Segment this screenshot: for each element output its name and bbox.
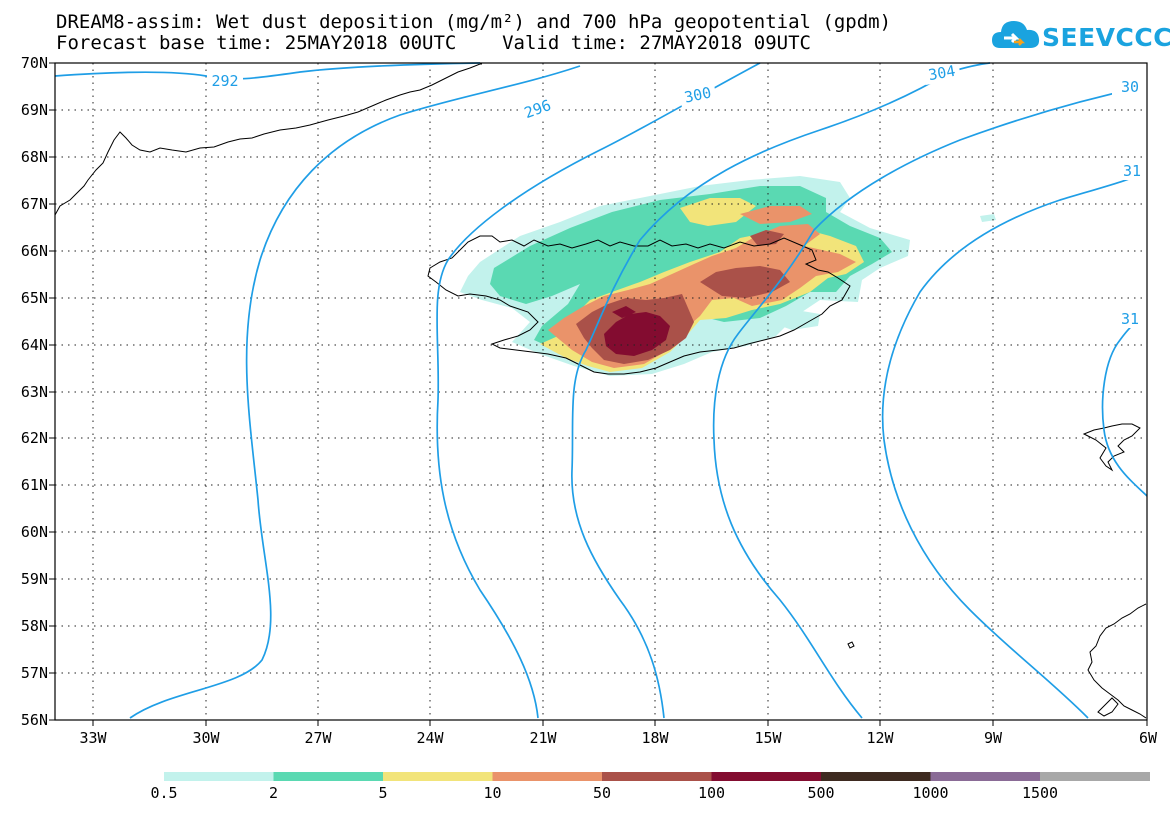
- contour-300b: [571, 62, 991, 719]
- colorbar-label: 500: [807, 784, 835, 802]
- map-title-line2: Forecast base time: 25MAY2018 00UTC Vali…: [56, 32, 811, 54]
- lon-label: 18W: [641, 729, 669, 747]
- lat-label: 56N: [20, 711, 48, 729]
- iceland-coast: [427, 235, 851, 375]
- colorbar-label: 5: [378, 784, 388, 802]
- colorbar-label: 100: [697, 784, 726, 802]
- contour-296: [129, 65, 581, 719]
- colorbar-label: 2: [268, 784, 279, 802]
- contour-label: 300: [683, 83, 713, 106]
- colorbar-label: 10: [483, 784, 502, 802]
- seevccc-logo: SEEVCCC: [990, 14, 1172, 58]
- lon-label: 33W: [79, 729, 107, 747]
- colorbar-segment: [602, 772, 712, 781]
- map-frame: [54, 62, 1148, 721]
- contour-label: 31: [1121, 310, 1139, 328]
- deposition-area: [604, 306, 670, 356]
- contour-308: [881, 171, 1148, 719]
- contour-292: [54, 62, 481, 80]
- lat-label: 70N: [20, 54, 48, 72]
- lat-label: 63N: [20, 383, 48, 401]
- lon-label: 30W: [192, 729, 220, 747]
- hebrides-coast: [847, 641, 1119, 717]
- geopotential-contours: [54, 62, 1148, 719]
- colorbar-label: 1000: [912, 784, 949, 802]
- lon-label: 27W: [304, 729, 332, 747]
- contour-300: [436, 62, 761, 719]
- deposition-area: [770, 214, 996, 330]
- faroe-islands-coast: [1082, 423, 1141, 472]
- contour-label: 304: [927, 62, 957, 84]
- colorbar-segment: [164, 772, 274, 781]
- lon-label: 24W: [416, 729, 444, 747]
- coastlines: [54, 63, 1147, 719]
- lon-label: 15W: [754, 729, 782, 747]
- lat-label: 61N: [20, 476, 48, 494]
- contour-label: 31: [1123, 162, 1141, 180]
- colorbar-segment: [492, 772, 603, 781]
- lon-label: 6W: [1138, 729, 1158, 747]
- colorbar-label: 1500: [1021, 784, 1059, 802]
- lat-label: 67N: [20, 195, 48, 213]
- lon-label: 12W: [866, 729, 894, 747]
- lat-label: 68N: [20, 148, 48, 166]
- colorbar-segment: [930, 772, 1041, 781]
- contour-label: 292: [211, 72, 238, 90]
- cloud-icon: [992, 21, 1040, 48]
- map-title-line1: DREAM8-assim: Wet dust deposition (mg/m²…: [56, 11, 892, 33]
- lat-label: 64N: [20, 336, 48, 354]
- colorbar-segment: [711, 772, 822, 781]
- contour-304: [712, 85, 1148, 719]
- colorbar-segment: [273, 772, 384, 781]
- lat-label: 57N: [20, 664, 48, 682]
- colorbar-segment: [383, 772, 493, 781]
- lat-label: 69N: [20, 101, 48, 119]
- colorbar-label: 0.5: [150, 784, 178, 802]
- lat-label: 58N: [20, 617, 48, 635]
- lat-label: 66N: [20, 242, 48, 260]
- lat-label: 60N: [20, 523, 48, 541]
- colorbar-segment: [1040, 772, 1150, 781]
- colorbar-label: 50: [592, 784, 612, 802]
- graticule: [49, 62, 1148, 726]
- lat-label: 62N: [20, 429, 48, 447]
- contour-label: 30: [1121, 78, 1139, 96]
- lon-label: 9W: [983, 729, 1003, 747]
- lon-label: 21W: [529, 729, 557, 747]
- dust-deposition-field: [460, 176, 996, 376]
- logo-text: SEEVCCC: [1042, 23, 1173, 52]
- lat-label: 59N: [20, 570, 48, 588]
- lat-label: 65N: [20, 289, 48, 307]
- colorbar-segment: [821, 772, 931, 781]
- greenland-coast: [54, 63, 482, 216]
- scotland-coast: [1087, 603, 1147, 719]
